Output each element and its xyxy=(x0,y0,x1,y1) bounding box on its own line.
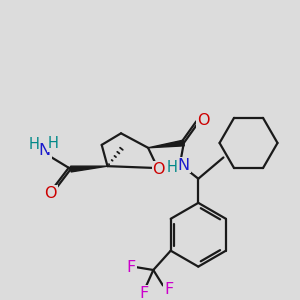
Text: H: H xyxy=(167,160,178,175)
Text: F: F xyxy=(164,282,173,297)
Text: O: O xyxy=(44,186,57,201)
Text: H: H xyxy=(48,136,59,152)
Text: H: H xyxy=(28,137,40,152)
Text: O: O xyxy=(152,162,165,177)
Text: F: F xyxy=(127,260,136,274)
Text: O: O xyxy=(197,113,209,128)
Text: N: N xyxy=(39,143,51,158)
Polygon shape xyxy=(148,140,184,148)
Polygon shape xyxy=(70,166,107,172)
Text: F: F xyxy=(139,286,148,300)
Text: N: N xyxy=(178,158,190,173)
